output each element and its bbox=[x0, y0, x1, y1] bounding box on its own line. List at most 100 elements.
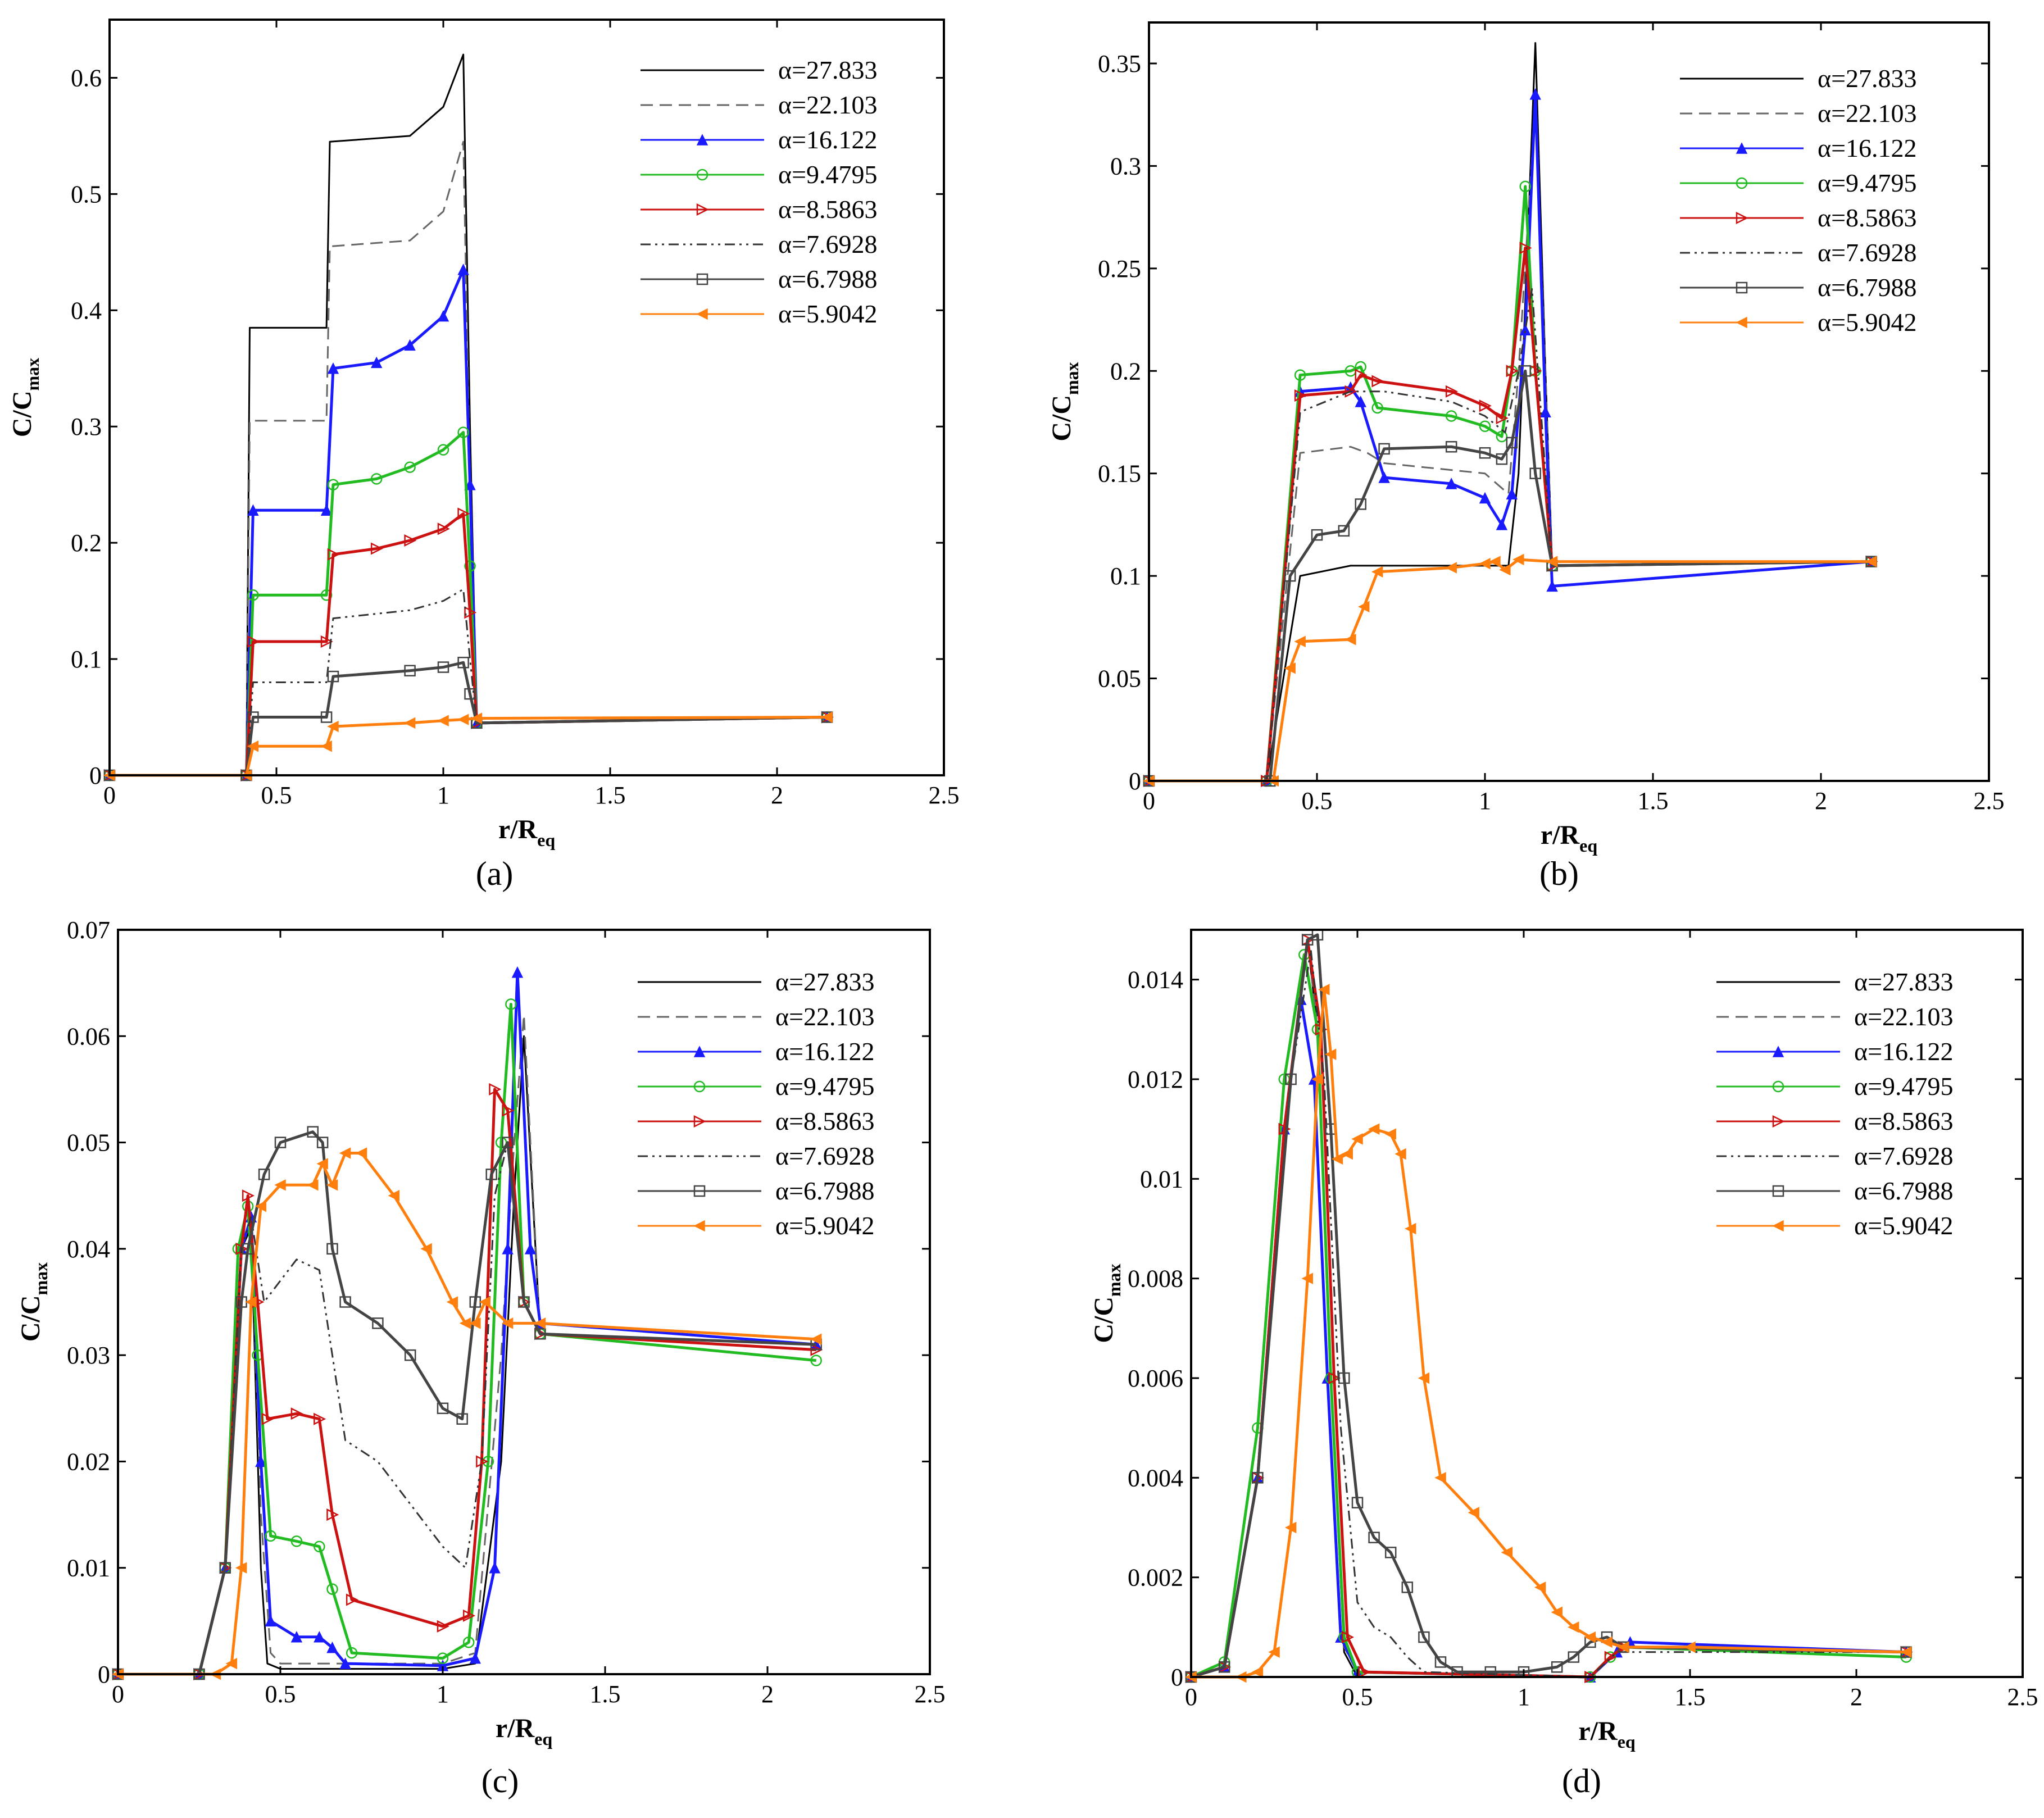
series-line-4 bbox=[1190, 953, 1906, 1679]
y-tick-label: 0.2 bbox=[1110, 357, 1141, 385]
data-point bbox=[326, 1179, 338, 1191]
x-tick-label: 0.5 bbox=[1342, 1683, 1373, 1711]
data-point bbox=[1358, 1666, 1371, 1679]
legend-item: α=22.103 bbox=[1680, 99, 1917, 128]
x-axis-label: r/Req bbox=[1578, 1716, 1636, 1752]
legend-label: α=7.6928 bbox=[1818, 238, 1917, 267]
y-tick-label: 0.06 bbox=[67, 1022, 110, 1050]
legend-marker bbox=[693, 1115, 706, 1128]
data-point bbox=[457, 426, 469, 438]
data-point bbox=[1378, 443, 1390, 455]
y-tick-label: 0.35 bbox=[1098, 50, 1141, 78]
y-tick-label: 0.01 bbox=[1140, 1165, 1183, 1193]
data-point bbox=[1479, 420, 1491, 433]
data-point bbox=[255, 1200, 267, 1212]
x-tick-label: 1.5 bbox=[1638, 787, 1669, 815]
legend-item: α=6.7988 bbox=[1680, 273, 1917, 302]
data-point bbox=[320, 504, 333, 516]
data-point bbox=[457, 657, 469, 669]
data-point bbox=[1499, 563, 1511, 576]
data-point bbox=[534, 1328, 546, 1340]
data-point bbox=[307, 1126, 319, 1138]
series-line-6 bbox=[110, 588, 828, 776]
legend-item: α=9.4795 bbox=[641, 160, 878, 189]
x-tick-label: 0 bbox=[112, 1680, 124, 1708]
data-point bbox=[388, 1190, 400, 1202]
x-tick-label: 0.5 bbox=[265, 1680, 296, 1708]
legend-label: α=16.122 bbox=[1854, 1037, 1954, 1066]
data-point bbox=[1496, 412, 1509, 425]
y-tick-label: 0.03 bbox=[67, 1342, 110, 1369]
data-point bbox=[1512, 553, 1524, 566]
data-point bbox=[403, 717, 416, 729]
series-line-6 bbox=[1191, 948, 1906, 1678]
y-tick-label: 0.012 bbox=[1128, 1066, 1183, 1093]
x-tick-label: 1 bbox=[437, 1680, 449, 1708]
data-point bbox=[1351, 1497, 1364, 1508]
y-tick-label: 0.25 bbox=[1098, 255, 1141, 283]
data-point bbox=[1546, 556, 1558, 567]
legend-item: α=9.4795 bbox=[1680, 169, 1917, 197]
x-tick-label: 1.5 bbox=[1675, 1683, 1706, 1711]
legend-marker bbox=[696, 134, 708, 146]
legend-label: α=5.9042 bbox=[778, 299, 878, 328]
legend-item: α=27.833 bbox=[1716, 967, 1954, 996]
data-point bbox=[265, 1530, 276, 1542]
x-tick-label: 1.5 bbox=[595, 781, 626, 809]
data-point bbox=[320, 740, 332, 752]
data-point bbox=[1479, 399, 1492, 412]
series-line-7 bbox=[1191, 933, 1906, 1679]
data-point bbox=[1252, 1472, 1264, 1484]
data-point bbox=[320, 635, 333, 648]
data-point bbox=[255, 1455, 267, 1467]
data-point bbox=[1445, 385, 1458, 398]
data-point bbox=[1445, 441, 1457, 453]
data-point bbox=[457, 263, 469, 275]
data-point bbox=[1318, 984, 1330, 996]
data-point bbox=[1351, 1133, 1363, 1145]
x-axis-label: r/Req bbox=[496, 1714, 553, 1749]
data-point bbox=[1311, 529, 1323, 541]
data-point bbox=[245, 1296, 257, 1308]
data-point bbox=[437, 1402, 449, 1415]
series-line-1 bbox=[1191, 939, 1906, 1678]
legend-marker bbox=[696, 308, 708, 320]
legend-item: α=8.5863 bbox=[641, 195, 878, 224]
data-point bbox=[326, 1642, 338, 1653]
legend-label: α=9.4795 bbox=[1854, 1072, 1954, 1101]
data-point bbox=[505, 998, 517, 1010]
data-point bbox=[1479, 447, 1491, 459]
data-point bbox=[372, 1317, 384, 1329]
legend-item: α=22.103 bbox=[1716, 1002, 1954, 1031]
series-line-7 bbox=[1149, 369, 1872, 783]
data-point bbox=[1355, 369, 1368, 381]
data-point bbox=[404, 534, 417, 547]
data-point bbox=[489, 1562, 501, 1574]
legend-marker bbox=[1736, 142, 1748, 154]
legend-item: α=5.9042 bbox=[1680, 308, 1917, 337]
data-point bbox=[1534, 1581, 1546, 1593]
data-point bbox=[1384, 1128, 1396, 1140]
data-point bbox=[327, 720, 339, 733]
legend-item: α=6.7988 bbox=[1716, 1176, 1954, 1205]
legend-item: α=22.103 bbox=[641, 90, 878, 119]
data-point bbox=[1418, 1631, 1430, 1643]
y-tick-label: 0.04 bbox=[67, 1235, 110, 1263]
y-tick-label: 0.2 bbox=[71, 529, 102, 557]
x-tick-label: 2.5 bbox=[929, 781, 960, 809]
legend-item: α=7.6928 bbox=[641, 230, 878, 258]
x-tick-label: 0 bbox=[103, 781, 116, 809]
data-point bbox=[1371, 375, 1384, 388]
data-point bbox=[258, 1169, 270, 1180]
series-line-7 bbox=[118, 1130, 816, 1676]
y-tick-label: 0.006 bbox=[1128, 1365, 1183, 1392]
data-point bbox=[1355, 396, 1366, 407]
data-point bbox=[502, 1137, 514, 1148]
data-point bbox=[821, 711, 833, 723]
data-point bbox=[1617, 1641, 1629, 1653]
y-tick-label: 0.4 bbox=[71, 297, 102, 324]
series-line-3 bbox=[1191, 998, 1906, 1679]
data-point bbox=[1338, 1631, 1350, 1643]
series-line-2 bbox=[1149, 103, 1872, 782]
